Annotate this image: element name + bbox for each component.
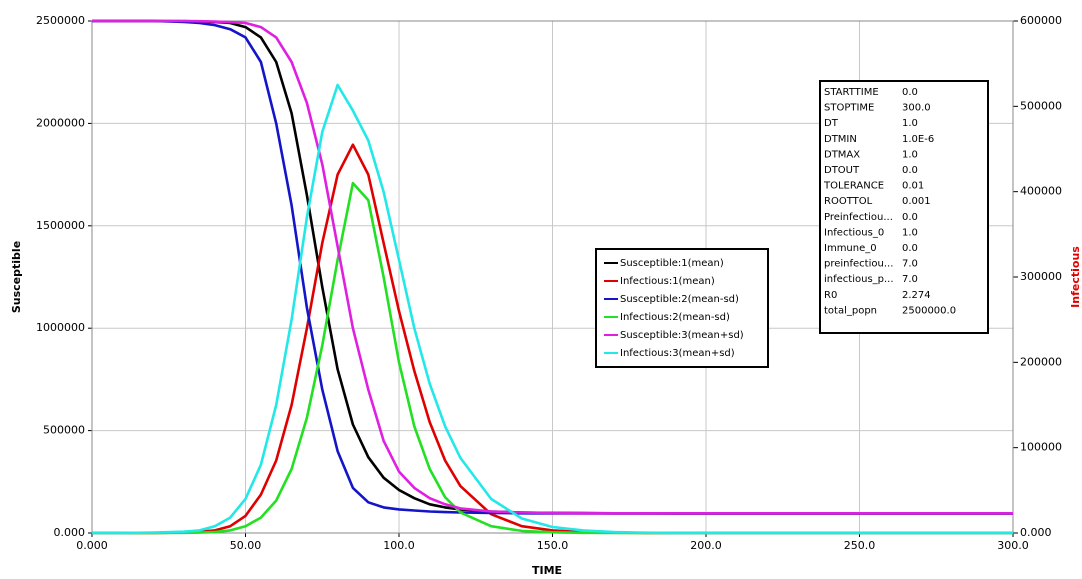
y2-tick-label: 100000 [1020, 441, 1062, 454]
parameter-value: 7.0 [902, 259, 918, 270]
legend-label: Infectious:2(mean-sd) [620, 312, 730, 323]
parameter-value: 300.0 [902, 103, 931, 114]
parameter-name: Preinfectiou... [824, 212, 893, 223]
y-tick-label: 500000 [43, 424, 85, 437]
x-tick-label: 0.000 [76, 539, 108, 552]
x-tick-label: 100.0 [383, 539, 415, 552]
parameter-name: DTMIN [824, 134, 857, 145]
y2-tick-label: 0.000 [1020, 526, 1052, 539]
parameter-value: 1.0 [902, 149, 918, 160]
series-line [92, 83, 1013, 535]
y-tick-label: 0.000 [54, 526, 86, 539]
parameter-name: infectious_p... [824, 274, 894, 285]
x-tick-label: 150.0 [537, 539, 569, 552]
parameter-name: TOLERANCE [823, 181, 884, 192]
y-tick-label: 2500000 [36, 14, 85, 27]
y-tick-label: 2000000 [36, 116, 85, 129]
parameter-value: 1.0E-6 [902, 134, 934, 145]
y2-axis-label: Infectious [1069, 246, 1082, 308]
y2-tick-label: 500000 [1020, 99, 1062, 112]
legend-label: Susceptible:1(mean) [620, 258, 724, 269]
legend-label: Susceptible:3(mean+sd) [620, 330, 744, 341]
parameter-value: 7.0 [902, 274, 918, 285]
parameter-value: 0.01 [902, 181, 924, 192]
parameter-name: R0 [824, 290, 837, 301]
parameter-name: preinfectiou... [824, 259, 893, 270]
legend-label: Infectious:3(mean+sd) [620, 348, 735, 359]
parameter-value: 2500000.0 [902, 305, 956, 316]
parameter-value: 2.274 [902, 290, 931, 301]
parameter-value: 0.0 [902, 212, 918, 223]
x-tick-label: 200.0 [690, 539, 722, 552]
x-tick-label: 300.0 [997, 539, 1029, 552]
parameter-value: 1.0 [902, 227, 918, 238]
x-tick-label: 50.00 [230, 539, 262, 552]
parameter-name: Immune_0 [824, 243, 877, 254]
y-tick-label: 1000000 [36, 321, 85, 334]
x-tick-label: 250.0 [844, 539, 876, 552]
parameter-name: Infectious_0 [824, 227, 884, 238]
y2-tick-label: 400000 [1020, 185, 1062, 198]
parameter-value: 0.0 [902, 165, 918, 176]
parameter-value: 0.0 [902, 87, 918, 98]
parameter-name: ROOTTOL [824, 196, 873, 207]
series-line [92, 19, 1013, 515]
parameter-name: DT [824, 118, 839, 129]
y2-tick-label: 200000 [1020, 355, 1062, 368]
legend-box [595, 248, 769, 368]
legend-label: Infectious:1(mean) [620, 276, 715, 287]
parameter-box [819, 80, 989, 334]
parameter-name: STARTTIME [824, 87, 879, 98]
legend-label: Susceptible:2(mean-sd) [620, 294, 739, 305]
parameter-name: STOPTIME [824, 103, 874, 114]
parameter-value: 0.0 [902, 243, 918, 254]
parameter-name: DTMAX [824, 149, 860, 160]
x-axis-label: TIME [532, 564, 562, 577]
parameter-name: DTOUT [824, 165, 860, 176]
parameter-value: 1.0 [902, 118, 918, 129]
parameter-value: 0.001 [902, 196, 931, 207]
y2-tick-label: 300000 [1020, 270, 1062, 283]
y-tick-label: 1500000 [36, 219, 85, 232]
y-axis-label: Susceptible [10, 241, 23, 313]
parameter-name: total_popn [824, 305, 877, 316]
y2-tick-label: 600000 [1020, 14, 1062, 27]
